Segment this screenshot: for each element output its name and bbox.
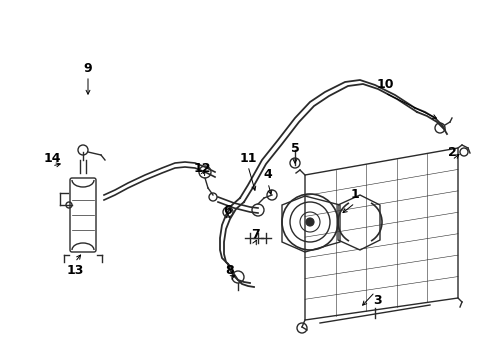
- Text: 5: 5: [290, 141, 299, 154]
- Text: 13: 13: [66, 264, 83, 276]
- Text: 7: 7: [250, 229, 259, 242]
- Text: 3: 3: [373, 293, 382, 306]
- Text: 8: 8: [225, 264, 234, 276]
- Text: 9: 9: [83, 62, 92, 75]
- Circle shape: [305, 218, 313, 226]
- Text: 1: 1: [350, 189, 359, 202]
- Text: 6: 6: [223, 203, 232, 216]
- Text: 10: 10: [375, 78, 393, 91]
- Text: 11: 11: [239, 152, 256, 165]
- Text: 2: 2: [447, 145, 455, 158]
- Text: 4: 4: [263, 168, 272, 181]
- Text: 14: 14: [43, 152, 61, 165]
- Text: 12: 12: [193, 162, 210, 175]
